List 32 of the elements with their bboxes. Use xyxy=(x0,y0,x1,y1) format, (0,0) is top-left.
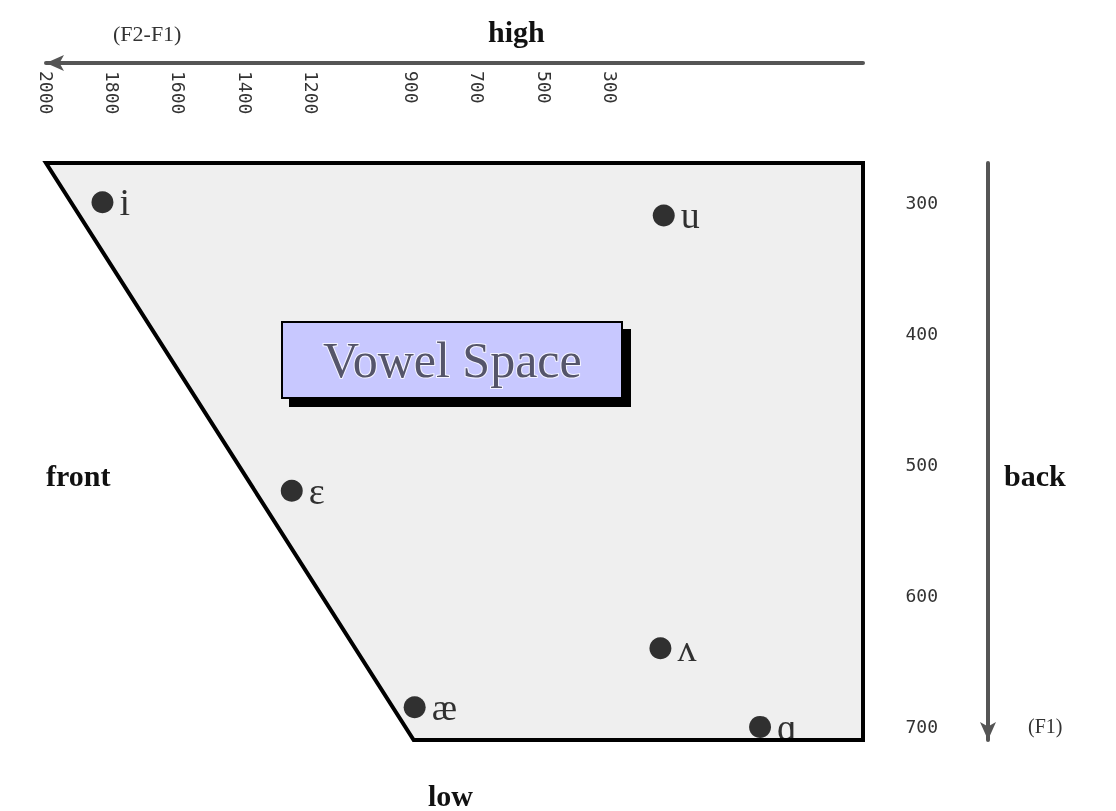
x-tick-label: 1800 xyxy=(101,71,123,115)
x-tick-label: 1400 xyxy=(234,71,256,115)
y-tick-label: 600 xyxy=(905,585,938,607)
point xyxy=(749,715,772,738)
x-tick-label: 1600 xyxy=(168,71,190,115)
x-tick-label: 900 xyxy=(400,71,422,104)
point xyxy=(403,696,426,719)
y-tick-label: 700 xyxy=(905,716,938,738)
x-tick-label: 700 xyxy=(467,71,489,104)
data-label: ʌ xyxy=(677,627,697,670)
x-tick-label: 500 xyxy=(533,71,555,104)
point xyxy=(649,637,672,660)
point xyxy=(652,204,675,227)
data-label: ɛ xyxy=(308,469,325,512)
data-label: u xyxy=(680,194,700,237)
y-axis-title: (F1) xyxy=(1028,715,1063,738)
x-tick-label: 300 xyxy=(600,71,622,104)
y-tick-label: 400 xyxy=(905,322,938,344)
text: high xyxy=(488,14,546,48)
y-tick-label: 300 xyxy=(905,191,938,213)
x-axis-title: (F2-F1) xyxy=(113,20,182,46)
data-label: æ xyxy=(431,686,458,729)
data-label: i xyxy=(119,181,131,224)
text: low xyxy=(428,778,474,811)
text: Vowel Space xyxy=(323,332,582,388)
y-tick-label: 500 xyxy=(905,454,938,476)
annotation: front xyxy=(46,458,111,492)
x-tick-label: 2000 xyxy=(35,71,57,115)
text: back xyxy=(1004,458,1066,492)
x-tick-label: 1200 xyxy=(301,71,323,115)
point xyxy=(280,479,303,502)
point xyxy=(91,191,114,214)
